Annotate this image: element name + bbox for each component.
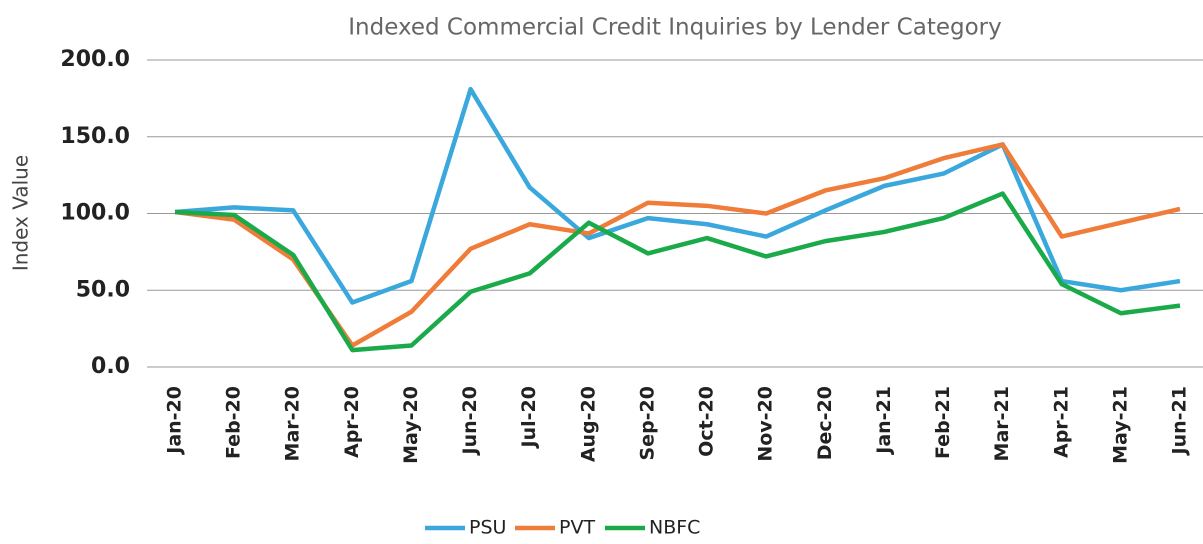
y-axis-label: Index Value (9, 155, 33, 271)
x-tick-label: Mar-21 (991, 386, 1013, 461)
x-tick-label: Feb-20 (223, 386, 245, 459)
x-tick-label: Jul-20 (518, 386, 540, 449)
y-tick-label: 0.0 (91, 354, 130, 379)
y-tick-label: 100.0 (60, 201, 130, 226)
y-tick-label: 200.0 (60, 47, 130, 72)
x-tick-label: Dec-20 (814, 386, 836, 460)
x-tick-label: Feb-21 (932, 386, 954, 459)
x-tick-label: Jun-20 (459, 386, 481, 456)
x-tick-label: Apr-21 (1050, 386, 1072, 458)
x-tick-label: Jan-20 (164, 386, 186, 456)
legend-label: NBFC (649, 517, 700, 539)
x-tick-label: Apr-20 (341, 386, 363, 458)
chart-title: Indexed Commercial Credit Inquiries by L… (348, 15, 1001, 41)
series-line (175, 89, 1180, 302)
x-tick-label: Jun-21 (1169, 386, 1191, 456)
x-tick-label: May-21 (1109, 386, 1131, 464)
y-tick-label: 50.0 (76, 277, 130, 302)
x-tick-label: Mar-20 (282, 386, 304, 461)
x-tick-label: Oct-20 (696, 386, 718, 457)
y-tick-label: 150.0 (60, 124, 130, 149)
x-tick-label: May-20 (400, 386, 422, 464)
series-line (175, 194, 1180, 351)
x-tick-label: Nov-20 (755, 386, 777, 462)
legend-label: PSU (469, 517, 506, 539)
x-tick-label: Aug-20 (577, 386, 599, 462)
legend-label: PVT (559, 517, 595, 539)
x-tick-label: Sep-20 (636, 386, 658, 461)
x-tick-label: Jan-21 (873, 386, 895, 456)
chart: Indexed Commercial Credit Inquiries by L… (0, 0, 1203, 544)
